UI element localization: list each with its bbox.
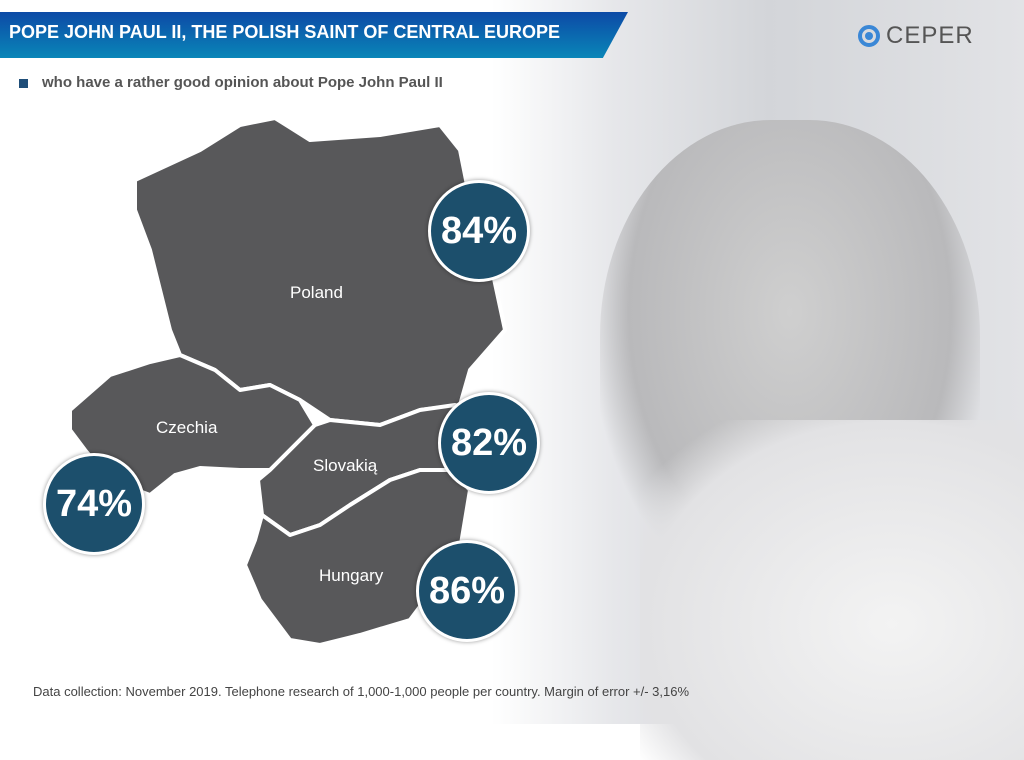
- map: [68, 116, 507, 647]
- value-badge-poland: 84%: [428, 180, 530, 282]
- pope-robe: [640, 420, 1024, 760]
- logo-icon: [858, 25, 880, 47]
- value-badge-slovakia: 82%: [438, 392, 540, 494]
- legend-square-icon: [19, 79, 28, 88]
- value-badge-hungary: 86%: [416, 540, 518, 642]
- subtitle: who have a rather good opinion about Pop…: [42, 74, 443, 91]
- label-czechia: Czechia: [156, 418, 218, 437]
- label-slovakia: Slovakią: [313, 456, 378, 475]
- logo-text: CEPER: [886, 22, 974, 49]
- page-title: POPE JOHN PAUL II, THE POLISH SAINT OF C…: [9, 22, 561, 42]
- value-badge-czechia: 74%: [43, 453, 145, 555]
- ceper-logo: CEPER: [858, 22, 974, 50]
- title-banner: [0, 12, 628, 58]
- label-hungary: Hungary: [319, 566, 384, 585]
- footnote: Data collection: November 2019. Telephon…: [33, 684, 690, 699]
- label-poland: Poland: [290, 283, 343, 302]
